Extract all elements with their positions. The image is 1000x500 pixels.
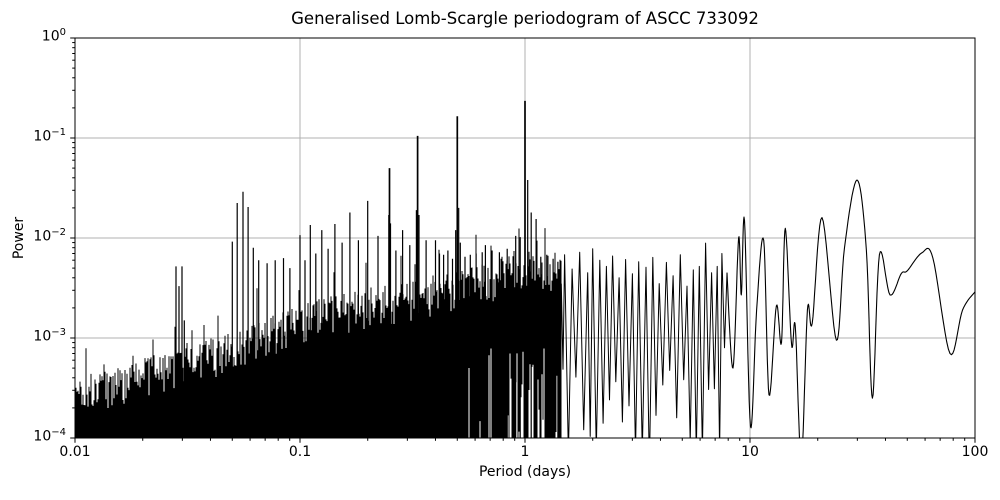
periodogram-line bbox=[75, 100, 975, 438]
x-axis-label: Period (days) bbox=[478, 464, 572, 480]
x-tick-label-100: 100 bbox=[961, 444, 989, 460]
y-tick-label-10^0: 100 bbox=[41, 27, 66, 45]
axes-box bbox=[74, 37, 976, 439]
x-tick-label-10: 10 bbox=[741, 444, 759, 460]
y-tick-label-10^−1: 10−1 bbox=[33, 127, 66, 145]
y-tick-label-10^−3: 10−3 bbox=[33, 327, 66, 345]
x-tick-label-0.01: 0.01 bbox=[59, 444, 91, 460]
chart-title: Generalised Lomb-Scargle periodogram of … bbox=[291, 9, 759, 28]
x-tick-label-1: 1 bbox=[520, 444, 530, 460]
x-tick-label-0.1: 0.1 bbox=[288, 444, 312, 460]
y-tick-label-10^−2: 10−2 bbox=[33, 227, 66, 245]
y-tick-label-10^−4: 10−4 bbox=[33, 427, 66, 445]
